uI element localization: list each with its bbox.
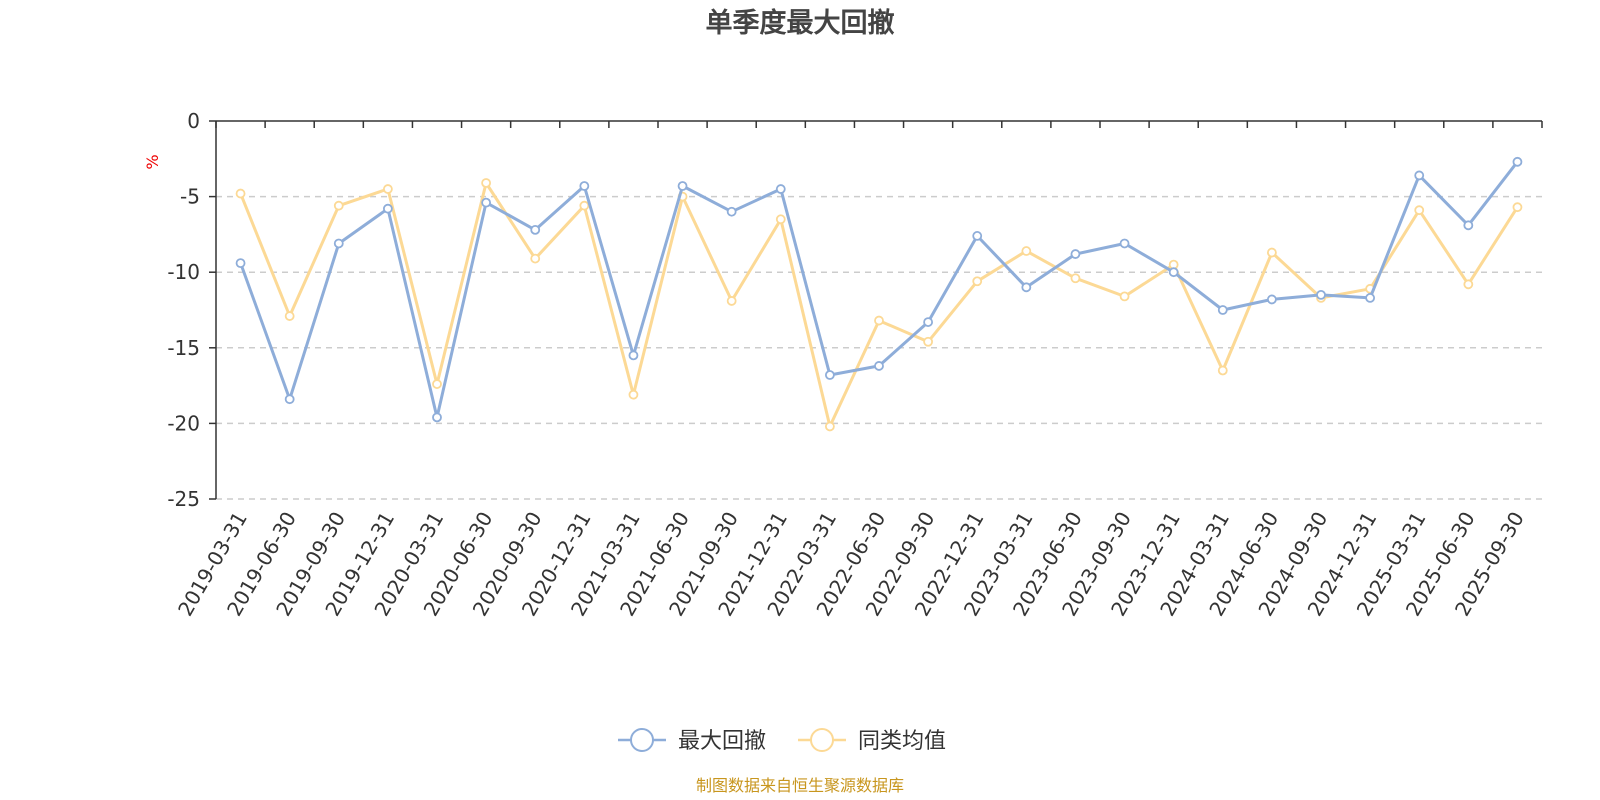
data-point	[1512, 156, 1523, 167]
data-point	[382, 203, 393, 214]
data-point	[628, 350, 639, 361]
y-tick-label: -25	[167, 487, 200, 511]
data-point	[874, 315, 884, 326]
data-point	[1119, 291, 1130, 302]
data-point	[824, 421, 835, 432]
data-point	[1168, 267, 1179, 278]
data-point	[333, 238, 344, 249]
data-point	[333, 200, 344, 211]
data-point	[1463, 220, 1474, 231]
grid-lines	[216, 195, 1542, 500]
y-tick-label: -20	[167, 411, 200, 435]
series-line	[239, 160, 1519, 419]
data-point	[775, 184, 786, 194]
data-point	[235, 258, 246, 269]
data-point	[432, 379, 442, 389]
legend[interactable]: 最大回撤 同类均值	[618, 728, 946, 754]
data-point	[579, 181, 590, 191]
y-axis-unit: %	[143, 154, 162, 169]
data-point	[726, 296, 737, 306]
data-point	[1217, 365, 1228, 376]
x-tick-labels: 2019-03-312019-06-302019-09-302019-12-31…	[173, 508, 1529, 621]
data-point	[1266, 247, 1277, 258]
data-point	[432, 412, 442, 423]
data-point	[1463, 279, 1474, 290]
legend-label: 同类均值	[858, 729, 946, 754]
data-point	[235, 188, 246, 199]
data-point	[1365, 293, 1376, 303]
axes	[209, 120, 1543, 500]
series-1	[235, 178, 1523, 432]
data-point	[1119, 238, 1130, 249]
chart-title: 单季度最大回撤	[706, 7, 895, 39]
data-point	[284, 394, 295, 405]
legend-label: 最大回撤	[678, 729, 766, 754]
data-point	[530, 224, 541, 235]
data-point	[923, 336, 934, 347]
data-point	[775, 214, 786, 225]
data-point	[824, 370, 835, 380]
data-point	[972, 231, 983, 241]
data-point	[1414, 205, 1425, 216]
data-point	[726, 206, 737, 217]
y-tick-label: -15	[167, 336, 200, 360]
data-point	[923, 317, 934, 327]
data-point	[481, 197, 492, 208]
data-point	[1512, 202, 1523, 213]
y-tick-labels: 0 -5 -10 -15 -20 -25	[167, 109, 200, 511]
legend-marker-icon	[630, 728, 654, 752]
series-0	[235, 156, 1523, 423]
data-point	[1266, 294, 1277, 305]
legend-marker-icon	[810, 728, 834, 752]
y-tick-label: -10	[167, 260, 200, 284]
data-point	[382, 184, 393, 194]
data-point	[1021, 246, 1032, 256]
series-line	[239, 181, 1519, 428]
legend-item-1[interactable]: 同类均值	[798, 728, 946, 754]
data-point	[972, 276, 983, 287]
legend-item-0[interactable]: 最大回撤	[618, 728, 766, 754]
y-tick-label: -5	[180, 185, 200, 209]
data-point	[1217, 305, 1228, 315]
series	[235, 156, 1523, 432]
data-point	[284, 311, 295, 321]
data-point	[579, 200, 590, 211]
data-point	[874, 361, 884, 371]
data-point	[1414, 170, 1425, 181]
y-tick-label: 0	[187, 109, 200, 133]
data-source-note: 制图数据来自恒生聚源数据库	[696, 776, 904, 795]
data-point	[628, 389, 639, 400]
data-point	[481, 178, 492, 188]
data-point	[677, 181, 688, 191]
data-point	[1070, 249, 1081, 259]
data-point	[1021, 282, 1032, 293]
data-point	[1316, 289, 1326, 300]
data-point	[530, 253, 541, 264]
data-point	[1070, 273, 1081, 284]
